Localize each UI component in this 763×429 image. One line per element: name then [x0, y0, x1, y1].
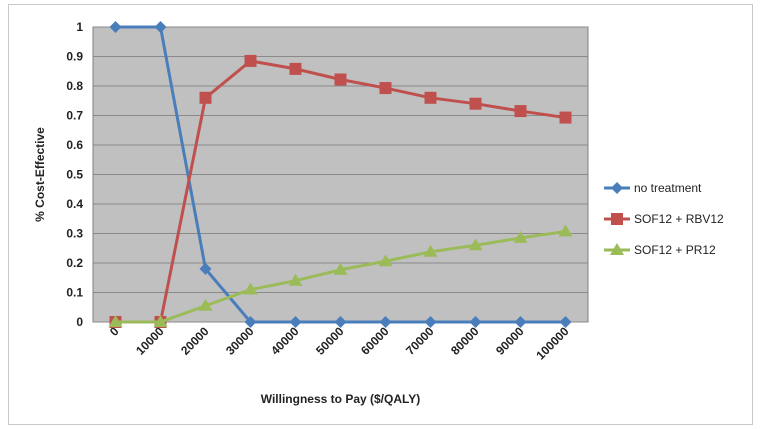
- data-point: [559, 111, 572, 124]
- data-point: [198, 298, 213, 311]
- data-point: [109, 21, 122, 33]
- x-axis-title: Willingness to Pay ($/QALY): [261, 392, 420, 406]
- data-point: [468, 238, 483, 251]
- data-point: [469, 316, 482, 328]
- legend-label: SOF12 + PR12: [634, 243, 716, 257]
- data-point: [514, 316, 527, 328]
- legend-item: no treatment: [604, 181, 702, 195]
- data-point: [154, 21, 167, 33]
- x-tick-label: 40000: [268, 324, 302, 358]
- data-point: [558, 224, 573, 237]
- data-point: [379, 82, 392, 95]
- legend-marker: [611, 213, 623, 225]
- y-tick-label: 0.1: [66, 286, 83, 300]
- data-point: [333, 262, 348, 275]
- data-point: [424, 316, 437, 328]
- y-tick-label: 1: [76, 20, 83, 34]
- y-tick-label: 0.3: [66, 227, 83, 241]
- legend-label: no treatment: [634, 181, 702, 195]
- y-tick-label: 0.4: [66, 197, 83, 211]
- legend-item: SOF12 + RBV12: [604, 212, 724, 226]
- legend: no treatment SOF12 + RBV12 SOF12 + PR12: [604, 181, 724, 257]
- series-layer: [108, 21, 573, 328]
- data-point: [199, 262, 212, 275]
- data-point: [289, 62, 302, 75]
- x-tick-label: 50000: [313, 324, 347, 358]
- data-point: [108, 315, 123, 327]
- data-point: [334, 73, 347, 86]
- y-axis-title: % Cost-Effective: [33, 127, 47, 222]
- data-point: [513, 230, 528, 243]
- x-tick-label: 20000: [178, 324, 212, 358]
- y-tick-label: 0.2: [66, 256, 83, 270]
- data-point: [379, 316, 392, 328]
- legend-item: SOF12 + PR12: [604, 243, 716, 257]
- data-point: [423, 244, 438, 257]
- x-tick-label: 30000: [223, 324, 257, 358]
- data-point: [199, 91, 212, 104]
- y-tick-label: 0.7: [66, 109, 83, 123]
- x-tick-label: 100000: [533, 324, 571, 362]
- legend-marker: [611, 182, 623, 194]
- x-tick-label: 80000: [448, 324, 482, 358]
- x-tick-label: 10000: [133, 324, 167, 358]
- y-tick-label: 0.9: [66, 50, 83, 64]
- legend-marker: [610, 243, 624, 255]
- x-axis-ticks: 0 10000 20000 30000 40000 50000 60000 70000 8000…: [107, 324, 572, 362]
- data-point: [378, 254, 393, 267]
- data-point: [244, 316, 257, 328]
- data-point: [334, 316, 347, 328]
- data-point: [153, 315, 168, 327]
- x-tick-label: 90000: [493, 324, 527, 358]
- series-sof12-pr12: [108, 224, 573, 327]
- series-no-treatment: [109, 21, 572, 328]
- data-point: [244, 54, 257, 67]
- y-tick-label: 0.8: [66, 79, 83, 93]
- y-axis-ticks: 0 0.1 0.2 0.3 0.4 0.5 0.6 0.7 0.8 0.9 1: [66, 20, 83, 329]
- x-tick-label: 70000: [403, 324, 437, 358]
- legend-label: SOF12 + RBV12: [634, 212, 724, 226]
- data-point: [469, 97, 482, 110]
- y-tick-label: 0: [76, 315, 83, 329]
- data-point: [243, 282, 258, 295]
- y-tick-label: 0.6: [66, 138, 83, 152]
- data-point: [559, 316, 572, 328]
- y-tick-label: 0.5: [66, 168, 83, 182]
- data-point: [288, 273, 303, 286]
- data-point: [514, 105, 527, 118]
- data-point: [424, 91, 437, 104]
- data-point: [289, 316, 302, 328]
- x-tick-label: 60000: [358, 324, 392, 358]
